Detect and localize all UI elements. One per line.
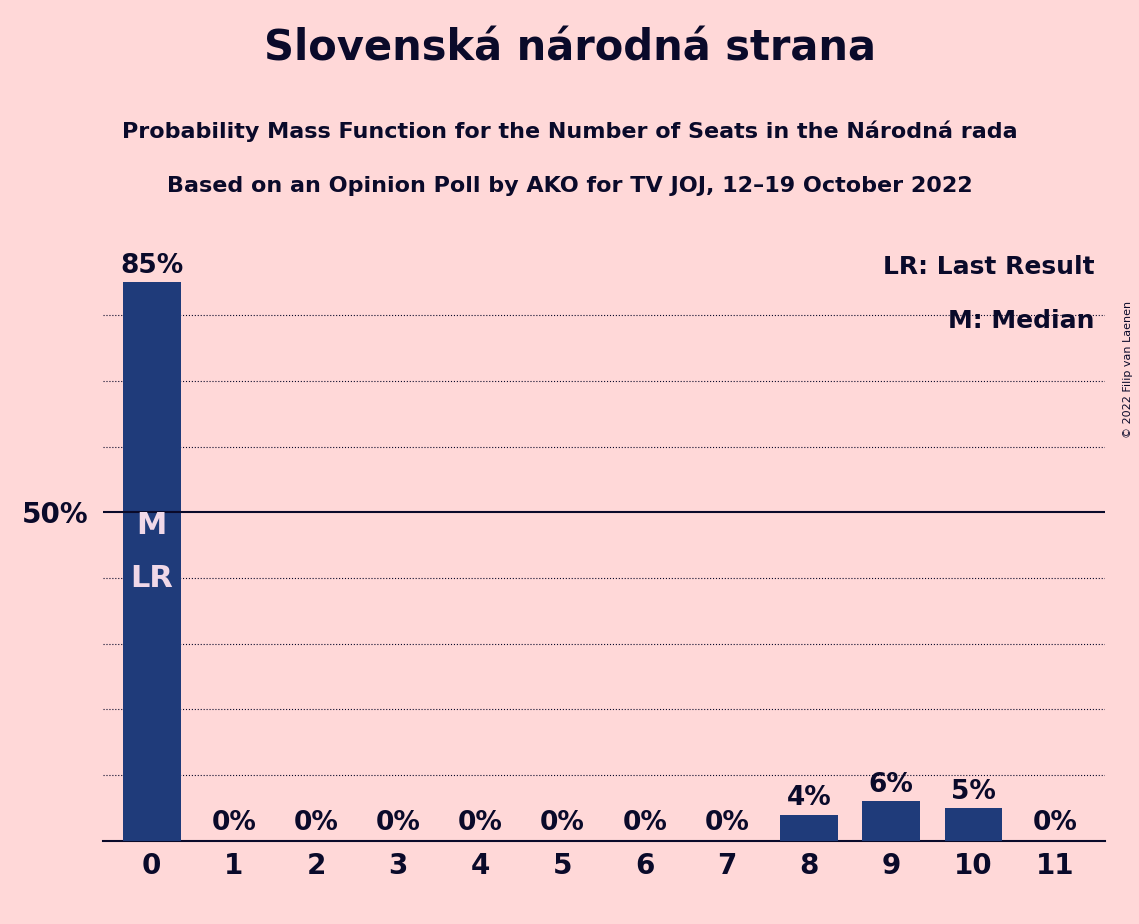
Text: 0%: 0%	[376, 809, 420, 835]
Text: LR: LR	[130, 564, 173, 592]
Text: 0%: 0%	[1033, 809, 1077, 835]
Bar	[123, 283, 181, 841]
Bar	[862, 801, 920, 841]
Text: 5%: 5%	[951, 779, 995, 805]
Text: Based on an Opinion Poll by AKO for TV JOJ, 12–19 October 2022: Based on an Opinion Poll by AKO for TV J…	[166, 176, 973, 196]
Text: Slovenská národná strana: Slovenská národná strana	[263, 28, 876, 69]
Text: 4%: 4%	[787, 785, 831, 811]
Bar	[780, 815, 838, 841]
Text: 0%: 0%	[458, 809, 503, 835]
Text: © 2022 Filip van Laenen: © 2022 Filip van Laenen	[1123, 301, 1133, 438]
Text: 85%: 85%	[121, 253, 183, 279]
Text: Probability Mass Function for the Number of Seats in the Národná rada: Probability Mass Function for the Number…	[122, 120, 1017, 141]
Text: M: Median: M: Median	[949, 309, 1095, 333]
Text: 0%: 0%	[294, 809, 338, 835]
Text: 0%: 0%	[622, 809, 667, 835]
Text: M: M	[137, 511, 167, 540]
Text: 0%: 0%	[704, 809, 749, 835]
Bar	[944, 808, 1002, 841]
Text: 6%: 6%	[869, 772, 913, 798]
Text: LR: Last Result: LR: Last Result	[883, 255, 1095, 279]
Text: 0%: 0%	[540, 809, 585, 835]
Text: 0%: 0%	[212, 809, 256, 835]
